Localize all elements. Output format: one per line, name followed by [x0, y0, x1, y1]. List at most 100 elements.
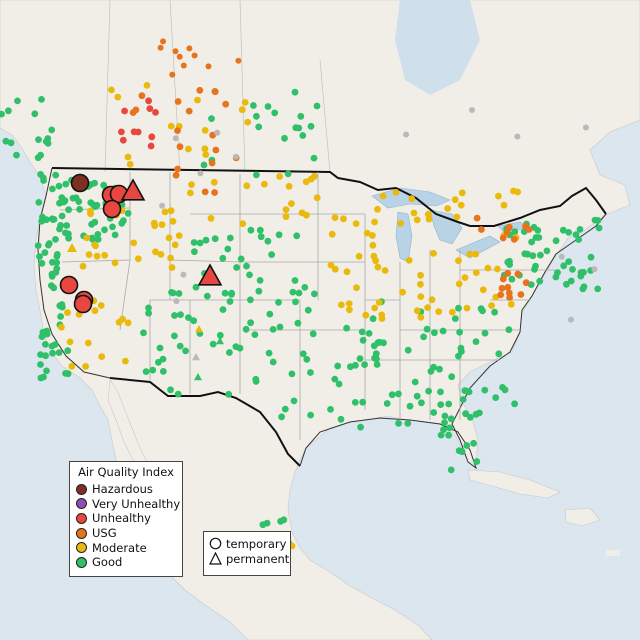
monitor-point[interactable]: [37, 351, 44, 358]
monitor-point[interactable]: [146, 105, 154, 112]
monitor-point[interactable]: [441, 419, 448, 426]
monitor-point[interactable]: [363, 229, 371, 237]
monitor-point[interactable]: [430, 409, 438, 416]
monitor-point[interactable]: [403, 131, 410, 138]
monitor-point[interactable]: [89, 236, 97, 243]
monitor-point[interactable]: [167, 254, 175, 262]
monitor-point[interactable]: [328, 230, 336, 238]
monitor-point[interactable]: [448, 373, 456, 381]
monitor-point[interactable]: [425, 387, 432, 395]
monitor-point[interactable]: [455, 304, 462, 312]
monitor-point[interactable]: [340, 215, 347, 223]
monitor-point[interactable]: [38, 259, 46, 267]
monitor-point[interactable]: [371, 218, 378, 226]
monitor-point[interactable]: [97, 302, 105, 309]
monitor-point[interactable]: [38, 333, 46, 340]
monitor-point[interactable]: [259, 521, 267, 529]
monitor-point[interactable]: [196, 86, 204, 94]
monitor-point[interactable]: [506, 294, 513, 301]
monitor-point[interactable]: [126, 160, 134, 168]
monitor-point[interactable]: [167, 386, 174, 394]
monitor-point[interactable]: [565, 258, 573, 265]
monitor-point[interactable]: [335, 380, 343, 388]
monitor-point[interactable]: [351, 399, 359, 406]
monitor-point[interactable]: [210, 178, 218, 186]
monitor-point[interactable]: [413, 216, 421, 224]
monitor-point[interactable]: [310, 154, 318, 162]
monitor-point[interactable]: [378, 315, 386, 322]
monitor-point[interactable]: [311, 290, 318, 298]
monitor-point[interactable]: [36, 253, 43, 260]
monitor-point[interactable]: [91, 307, 99, 315]
monitor-point[interactable]: [456, 328, 463, 336]
monitor-point[interactable]: [64, 309, 71, 316]
monitor-point[interactable]: [510, 235, 518, 243]
monitor-point[interactable]: [580, 283, 588, 291]
monitor-point[interactable]: [445, 400, 453, 408]
monitor-point[interactable]: [472, 338, 480, 345]
monitor-point[interactable]: [79, 262, 87, 270]
monitor-point[interactable]: [169, 289, 177, 297]
monitor-point[interactable]: [57, 222, 64, 229]
monitor-point[interactable]: [158, 221, 166, 229]
monitor-point[interactable]: [194, 96, 201, 104]
monitor-point[interactable]: [436, 365, 443, 373]
monitor-point[interactable]: [528, 238, 535, 246]
monitor-point[interactable]: [278, 413, 285, 421]
monitor-point[interactable]: [345, 300, 353, 307]
monitor-point[interactable]: [301, 284, 309, 291]
monitor-point[interactable]: [457, 201, 465, 209]
monitor-point[interactable]: [352, 361, 359, 369]
monitor-point[interactable]: [191, 52, 198, 59]
monitor-point[interactable]: [567, 277, 575, 285]
monitor-point[interactable]: [500, 201, 508, 209]
monitor-point[interactable]: [444, 205, 452, 212]
monitor-point[interactable]: [522, 279, 530, 287]
monitor-point[interactable]: [380, 339, 387, 347]
monitor-point[interactable]: [202, 151, 210, 159]
monitor-point[interactable]: [168, 264, 176, 271]
monitor-point[interactable]: [282, 206, 290, 214]
monitor-point[interactable]: [35, 199, 43, 206]
monitor-point[interactable]: [311, 172, 318, 180]
monitor-point[interactable]: [428, 296, 436, 304]
monitor-point[interactable]: [373, 361, 381, 368]
monitor-point[interactable]: [569, 266, 576, 273]
monitor-point[interactable]: [159, 355, 167, 363]
monitor-point[interactable]: [275, 231, 283, 239]
monitor-point[interactable]: [458, 189, 466, 197]
monitor-point[interactable]: [247, 319, 255, 327]
monitor-point[interactable]: [176, 143, 184, 151]
monitor-point[interactable]: [64, 347, 72, 355]
monitor-point[interactable]: [152, 109, 159, 116]
monitor-point[interactable]: [48, 282, 55, 289]
monitor-point[interactable]: [211, 235, 219, 243]
monitor-point[interactable]: [446, 424, 453, 432]
monitor-point[interactable]: [201, 126, 209, 134]
monitor-point[interactable]: [52, 236, 59, 243]
monitor-point[interactable]: [463, 304, 471, 312]
monitor-point[interactable]: [353, 284, 360, 292]
monitor-point[interactable]: [576, 226, 584, 233]
monitor-point[interactable]: [411, 378, 419, 386]
monitor-point[interactable]: [175, 232, 183, 240]
monitor-point[interactable]: [37, 151, 44, 159]
monitor-point[interactable]: [343, 268, 351, 276]
monitor-point[interactable]: [115, 318, 123, 326]
monitor-point[interactable]: [169, 217, 177, 225]
monitor-point[interactable]: [304, 306, 312, 314]
monitor-point[interactable]: [140, 329, 147, 337]
monitor-point[interactable]: [392, 189, 400, 196]
monitor-point[interactable]: [427, 368, 435, 375]
monitor-point[interactable]: [58, 323, 65, 331]
monitor-point[interactable]: [0, 110, 5, 118]
monitor-point[interactable]: [101, 251, 109, 259]
monitor-point[interactable]: [214, 129, 221, 136]
monitor-point[interactable]: [174, 127, 181, 134]
monitor-point[interactable]: [431, 329, 438, 337]
monitor-point[interactable]: [374, 205, 381, 213]
monitor-point[interactable]: [413, 307, 421, 315]
monitor-point[interactable]: [243, 262, 250, 270]
monitor-point[interactable]: [188, 181, 195, 189]
monitor-point[interactable]: [209, 340, 217, 348]
